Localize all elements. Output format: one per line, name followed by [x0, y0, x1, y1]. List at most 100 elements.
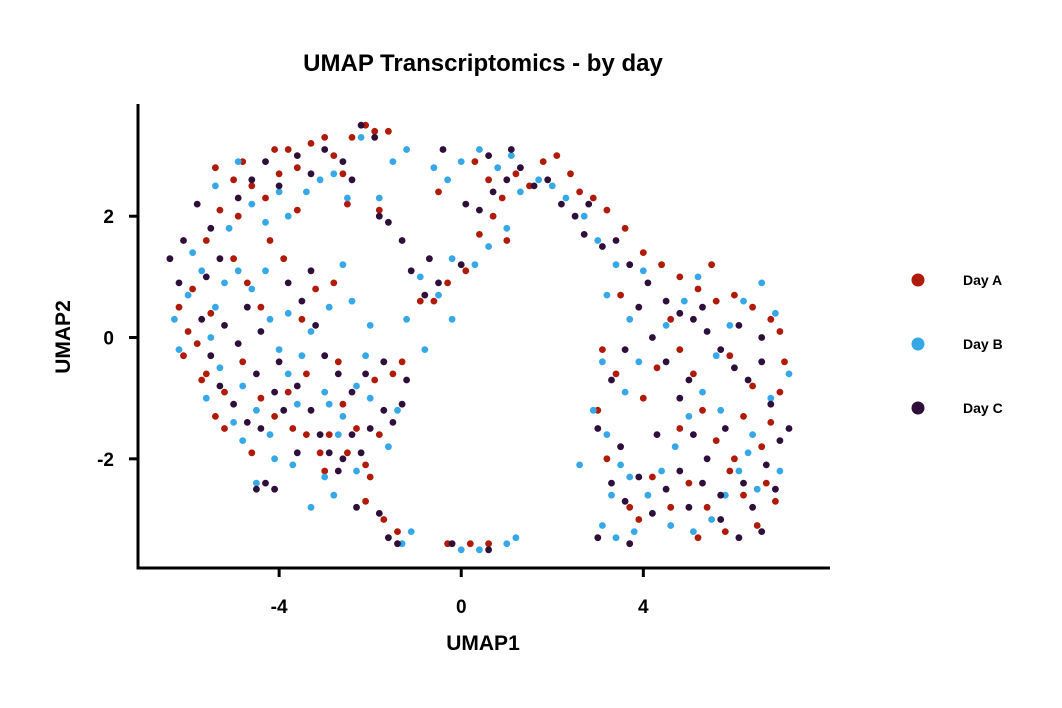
data-point [658, 467, 665, 475]
data-point [362, 461, 369, 469]
data-point [407, 528, 415, 535]
data-point [339, 158, 347, 166]
data-point [280, 406, 288, 414]
legend-item: Day C [911, 400, 1003, 416]
data-point [599, 346, 606, 353]
data-point [330, 491, 338, 499]
data-point [289, 425, 297, 432]
data-point [621, 224, 629, 232]
data-point [662, 322, 670, 329]
data-point [494, 164, 502, 172]
data-point [234, 194, 242, 202]
data-point [280, 255, 288, 263]
data-point [662, 485, 670, 493]
data-point [339, 455, 347, 463]
data-point [207, 224, 215, 232]
data-point [517, 164, 524, 172]
data-point [758, 358, 766, 366]
data-point [375, 212, 383, 220]
data-point [435, 279, 442, 287]
x-axis-ticks: -4 0 4 [271, 568, 649, 618]
data-point [703, 328, 711, 335]
data-point [275, 182, 283, 190]
data-point [626, 473, 634, 481]
data-point [512, 534, 520, 542]
data-point [421, 346, 429, 353]
data-point [344, 200, 351, 208]
data-point [699, 479, 706, 487]
data-point [334, 358, 342, 366]
data-point [603, 431, 611, 438]
data-point [785, 425, 793, 432]
data-point [626, 540, 634, 548]
data-point [339, 170, 347, 178]
data-point [444, 176, 451, 184]
data-point [339, 413, 347, 420]
data-point [303, 370, 310, 378]
data-point [448, 315, 456, 323]
data-point [448, 255, 456, 263]
data-point [398, 237, 406, 244]
data-point [676, 273, 684, 281]
data-point [639, 267, 647, 275]
data-point [398, 358, 406, 366]
data-point [353, 467, 360, 475]
data-point [266, 315, 274, 323]
legend-label: Day A [963, 272, 1002, 288]
data-point [230, 176, 238, 184]
data-point [649, 473, 656, 481]
data-point [284, 370, 292, 378]
data-point [426, 255, 433, 263]
data-point [385, 534, 392, 542]
data-point [257, 328, 265, 335]
data-point [248, 176, 256, 184]
data-point [740, 297, 747, 305]
data-point [375, 510, 383, 517]
data-point [275, 346, 283, 353]
data-point [466, 540, 474, 548]
data-point [266, 237, 274, 244]
data-point [680, 297, 688, 305]
data-point [653, 431, 661, 438]
data-point [243, 303, 251, 311]
data-point [553, 152, 561, 160]
data-point [366, 322, 374, 329]
data-point [262, 267, 269, 275]
data-point [781, 358, 788, 366]
data-point [180, 237, 187, 244]
data-point [685, 376, 693, 384]
data-point [740, 413, 747, 420]
data-point [344, 449, 351, 457]
data-point [726, 322, 734, 329]
data-point [334, 431, 342, 438]
data-point [767, 419, 775, 426]
data-point [366, 394, 374, 402]
data-point [394, 406, 401, 414]
data-point [293, 382, 301, 390]
data-point [330, 279, 338, 287]
x-tick-label: -4 [271, 597, 288, 618]
data-point [767, 315, 775, 323]
data-point [312, 322, 319, 329]
y-tick-label: 2 [103, 207, 114, 228]
data-point [639, 394, 647, 402]
data-point [476, 231, 483, 238]
series-day-c [166, 121, 793, 554]
data-point [262, 218, 269, 226]
data-point [212, 182, 219, 190]
data-point [316, 449, 324, 457]
data-point [385, 218, 392, 226]
data-point [676, 309, 684, 317]
data-point [503, 237, 511, 244]
data-point [221, 388, 228, 396]
data-point [776, 467, 784, 475]
data-point [375, 431, 383, 438]
data-point [253, 479, 260, 487]
data-point [712, 297, 720, 305]
data-point [644, 491, 652, 499]
data-point [357, 449, 365, 457]
data-point [353, 503, 360, 511]
data-point [503, 224, 511, 232]
data-point [394, 528, 401, 535]
data-point [667, 315, 675, 323]
